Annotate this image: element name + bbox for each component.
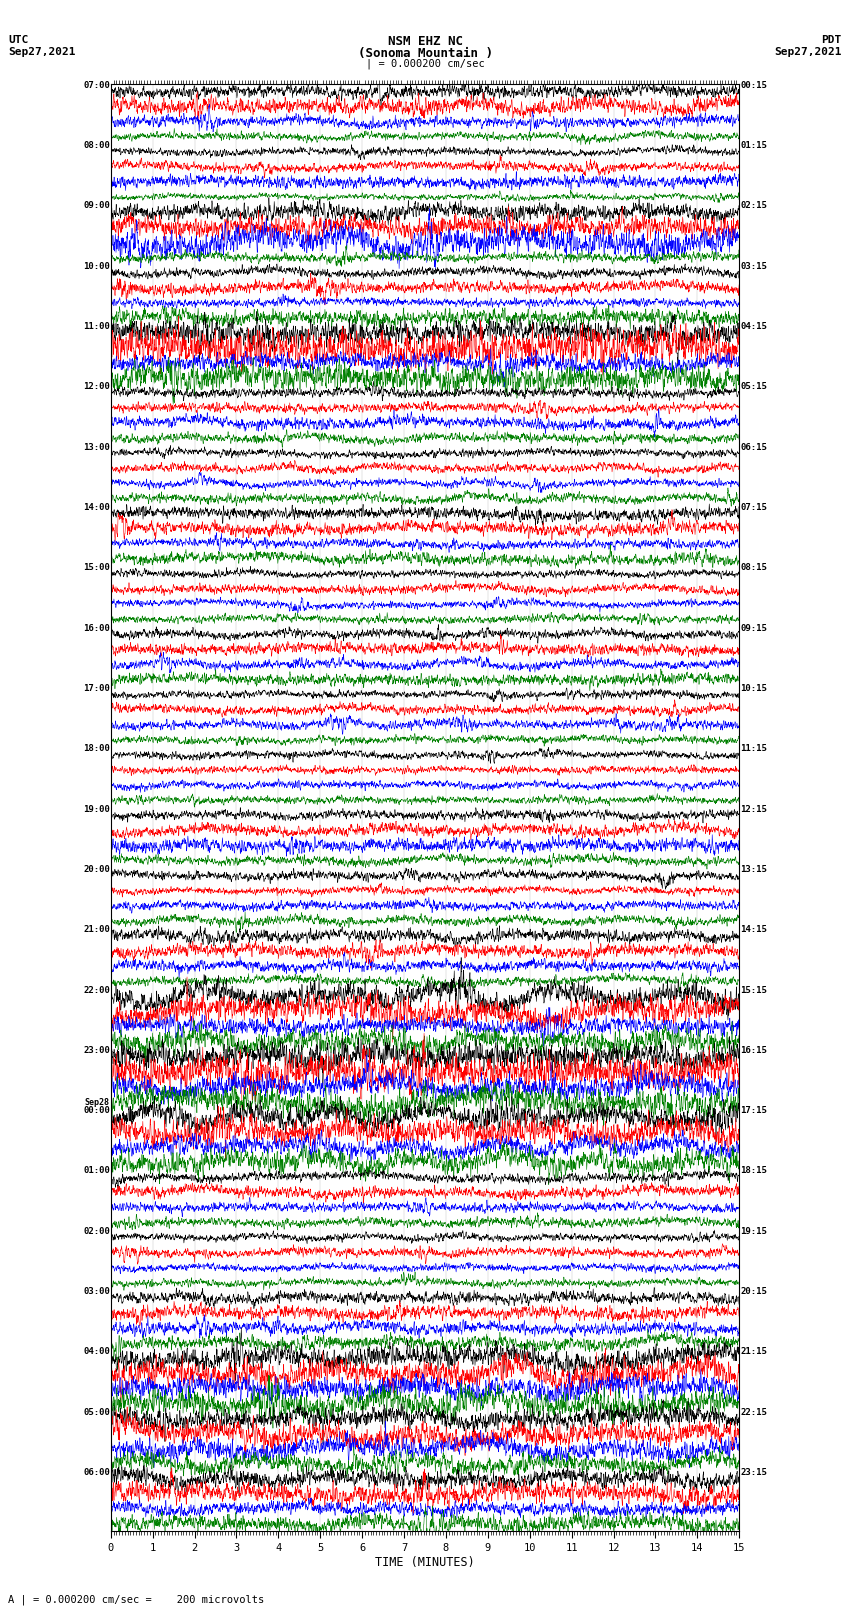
Text: Sep27,2021: Sep27,2021 [8, 47, 76, 56]
X-axis label: TIME (MINUTES): TIME (MINUTES) [375, 1557, 475, 1569]
Text: 04:00: 04:00 [83, 1347, 110, 1357]
Text: 21:15: 21:15 [740, 1347, 767, 1357]
Text: 15:15: 15:15 [740, 986, 767, 995]
Text: (Sonoma Mountain ): (Sonoma Mountain ) [358, 47, 492, 60]
Text: 07:00: 07:00 [83, 81, 110, 90]
Text: 06:15: 06:15 [740, 442, 767, 452]
Text: 14:00: 14:00 [83, 503, 110, 511]
Text: 21:00: 21:00 [83, 926, 110, 934]
Text: 05:15: 05:15 [740, 382, 767, 392]
Text: 02:15: 02:15 [740, 202, 767, 210]
Text: 15:00: 15:00 [83, 563, 110, 573]
Text: 16:00: 16:00 [83, 624, 110, 632]
Text: | = 0.000200 cm/sec: | = 0.000200 cm/sec [366, 58, 484, 69]
Text: 19:15: 19:15 [740, 1227, 767, 1236]
Text: 20:00: 20:00 [83, 865, 110, 874]
Text: 22:15: 22:15 [740, 1408, 767, 1416]
Text: 13:00: 13:00 [83, 442, 110, 452]
Text: A | = 0.000200 cm/sec =    200 microvolts: A | = 0.000200 cm/sec = 200 microvolts [8, 1594, 264, 1605]
Text: 11:00: 11:00 [83, 323, 110, 331]
Text: 01:00: 01:00 [83, 1166, 110, 1176]
Text: 09:00: 09:00 [83, 202, 110, 210]
Text: 08:15: 08:15 [740, 563, 767, 573]
Text: 06:00: 06:00 [83, 1468, 110, 1478]
Text: 10:00: 10:00 [83, 261, 110, 271]
Text: UTC: UTC [8, 35, 29, 45]
Text: 14:15: 14:15 [740, 926, 767, 934]
Text: 23:15: 23:15 [740, 1468, 767, 1478]
Text: 16:15: 16:15 [740, 1045, 767, 1055]
Text: 12:00: 12:00 [83, 382, 110, 392]
Text: 10:15: 10:15 [740, 684, 767, 694]
Text: 05:00: 05:00 [83, 1408, 110, 1416]
Text: 18:15: 18:15 [740, 1166, 767, 1176]
Text: Sep27,2021: Sep27,2021 [774, 47, 842, 56]
Text: Sep28: Sep28 [85, 1098, 110, 1107]
Text: 23:00: 23:00 [83, 1045, 110, 1055]
Text: 17:00: 17:00 [83, 684, 110, 694]
Text: NSM EHZ NC: NSM EHZ NC [388, 35, 462, 48]
Text: 09:15: 09:15 [740, 624, 767, 632]
Text: 08:00: 08:00 [83, 140, 110, 150]
Text: 13:15: 13:15 [740, 865, 767, 874]
Text: 03:15: 03:15 [740, 261, 767, 271]
Text: PDT: PDT [821, 35, 842, 45]
Text: 07:15: 07:15 [740, 503, 767, 511]
Text: 04:15: 04:15 [740, 323, 767, 331]
Text: 11:15: 11:15 [740, 744, 767, 753]
Text: 18:00: 18:00 [83, 744, 110, 753]
Text: 00:00: 00:00 [83, 1107, 110, 1115]
Text: 19:00: 19:00 [83, 805, 110, 813]
Text: 03:00: 03:00 [83, 1287, 110, 1297]
Text: 17:15: 17:15 [740, 1107, 767, 1115]
Text: 20:15: 20:15 [740, 1287, 767, 1297]
Text: 12:15: 12:15 [740, 805, 767, 813]
Text: 00:15: 00:15 [740, 81, 767, 90]
Text: 01:15: 01:15 [740, 140, 767, 150]
Text: 02:00: 02:00 [83, 1227, 110, 1236]
Text: 22:00: 22:00 [83, 986, 110, 995]
